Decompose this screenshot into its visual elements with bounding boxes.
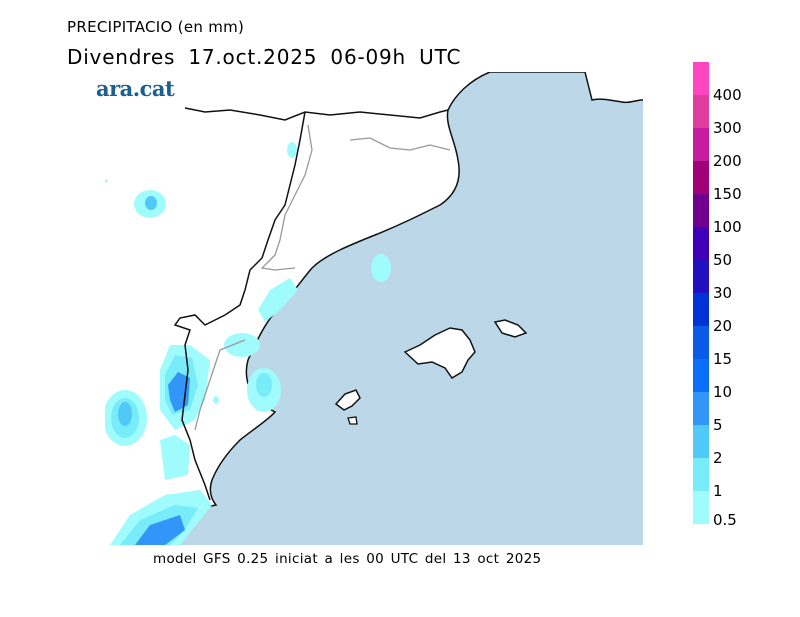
legend-label: 300	[713, 119, 742, 137]
ibiza-island	[334, 389, 361, 411]
legend-color-box	[693, 128, 709, 161]
legend-color-box	[693, 95, 709, 128]
mallorca-island	[403, 327, 476, 380]
legend-color-box	[693, 491, 709, 524]
legend-label: 50	[713, 251, 733, 269]
precipitation-areas	[105, 142, 391, 545]
legend-color-box	[693, 392, 709, 425]
legend-color-box	[693, 425, 709, 458]
regional-border	[194, 124, 451, 431]
legend-label: 200	[713, 152, 742, 170]
menorca-island	[493, 319, 528, 338]
country-border	[173, 107, 449, 501]
legend-color-box	[693, 161, 709, 194]
legend-color-box	[693, 359, 709, 392]
legend-color-box	[693, 62, 709, 95]
legend-color-box	[693, 227, 709, 260]
precipitation-legend	[693, 62, 709, 524]
legend-label: 2	[713, 449, 723, 467]
legend-color-box	[693, 260, 709, 293]
legend-color-box	[693, 293, 709, 326]
legend-label: 150	[713, 185, 742, 203]
legend-label: 30	[713, 284, 733, 302]
model-info-footer: model GFS 0.25 iniciat a les 00 UTC del …	[153, 551, 542, 567]
legend-label: 5	[713, 416, 723, 434]
legend-color-box	[693, 458, 709, 491]
map-title: PRECIPITACIO (en mm)	[67, 18, 245, 36]
legend-label: 10	[713, 383, 733, 401]
legend-label: 15	[713, 350, 733, 368]
legend-label: 400	[713, 86, 742, 104]
ara-cat-logo: ara.cat	[96, 76, 175, 101]
legend-color-box	[693, 194, 709, 227]
legend-label: 1	[713, 482, 723, 500]
formentera-island	[347, 416, 358, 425]
legend-label: 100	[713, 218, 742, 236]
legend-label: 0.5	[713, 511, 737, 529]
legend-color-box	[693, 326, 709, 359]
legend-label: 20	[713, 317, 733, 335]
map-subtitle: Divendres 17.oct.2025 06-09h UTC	[67, 45, 462, 69]
